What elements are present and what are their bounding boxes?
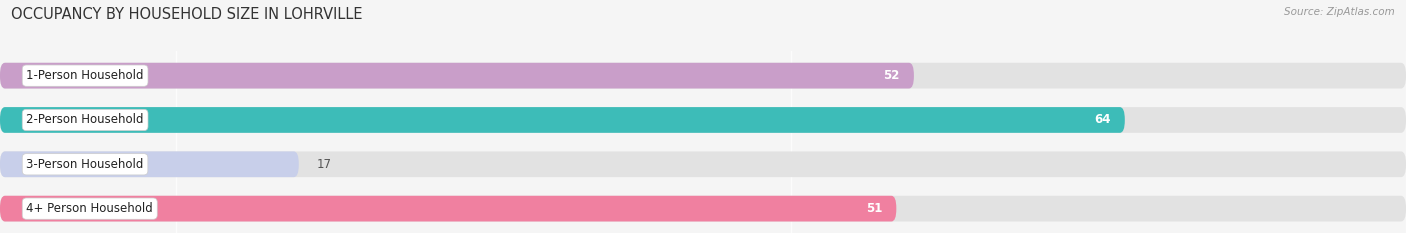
Text: 3-Person Household: 3-Person Household — [27, 158, 143, 171]
Text: 17: 17 — [316, 158, 332, 171]
FancyBboxPatch shape — [0, 196, 897, 222]
FancyBboxPatch shape — [0, 196, 1406, 222]
Text: 64: 64 — [1094, 113, 1111, 127]
FancyBboxPatch shape — [0, 151, 298, 177]
FancyBboxPatch shape — [0, 107, 1125, 133]
Text: 2-Person Household: 2-Person Household — [27, 113, 143, 127]
FancyBboxPatch shape — [0, 151, 1406, 177]
FancyBboxPatch shape — [0, 63, 1406, 89]
FancyBboxPatch shape — [0, 107, 1406, 133]
FancyBboxPatch shape — [0, 63, 914, 89]
Text: 1-Person Household: 1-Person Household — [27, 69, 143, 82]
Text: 52: 52 — [883, 69, 900, 82]
Text: OCCUPANCY BY HOUSEHOLD SIZE IN LOHRVILLE: OCCUPANCY BY HOUSEHOLD SIZE IN LOHRVILLE — [11, 7, 363, 22]
Text: 4+ Person Household: 4+ Person Household — [27, 202, 153, 215]
Text: 51: 51 — [866, 202, 883, 215]
Text: Source: ZipAtlas.com: Source: ZipAtlas.com — [1284, 7, 1395, 17]
